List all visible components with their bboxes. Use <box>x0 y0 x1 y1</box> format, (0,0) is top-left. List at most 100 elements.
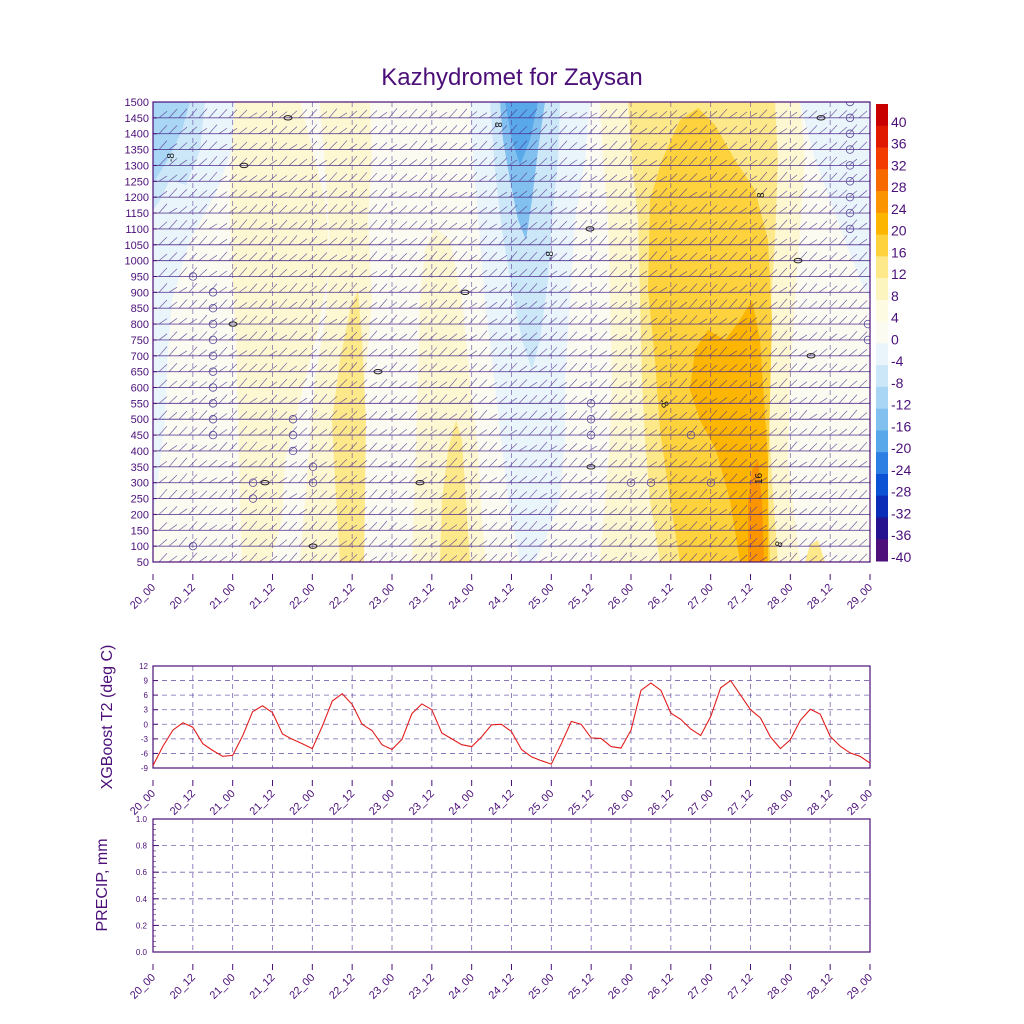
wind-barb <box>278 490 288 499</box>
wind-barb <box>338 397 348 404</box>
wind-barb <box>298 537 308 547</box>
wind-barb <box>618 155 628 166</box>
wind-barb <box>288 222 298 230</box>
wind-barb <box>758 442 768 452</box>
wind-barb <box>638 142 648 150</box>
wind-barb <box>228 267 238 277</box>
wind-barb <box>798 475 808 483</box>
wind-barb <box>818 171 828 182</box>
wind-barb <box>858 553 868 562</box>
wind-barb <box>778 171 788 182</box>
wind-barb <box>528 382 538 388</box>
wind-barb <box>808 364 818 372</box>
wind-barb <box>628 188 638 198</box>
wind-barb <box>808 413 818 420</box>
wind-barb <box>858 349 868 357</box>
wind-barb <box>628 267 638 277</box>
wind-barb <box>158 539 168 547</box>
wind-barb <box>288 504 298 515</box>
wind-barb <box>448 267 458 277</box>
wind-barb <box>248 441 258 452</box>
wind-barb <box>528 346 538 357</box>
wind-barb <box>538 426 548 436</box>
wind-barb <box>548 108 558 119</box>
wind-barb <box>569 102 570 103</box>
wind-barb <box>828 237 838 246</box>
wind-barb <box>578 143 588 150</box>
wind-barb <box>638 457 648 468</box>
wind-barb <box>168 125 178 134</box>
wind-barb <box>668 205 678 214</box>
wind-barb <box>748 364 758 372</box>
wind-barb <box>268 364 278 372</box>
wind-barb <box>628 204 638 214</box>
wind-barb <box>329 102 330 103</box>
wind-barb <box>718 299 728 309</box>
wind-barb <box>568 395 578 404</box>
wind-barb <box>708 508 718 515</box>
wind-barb <box>588 379 598 388</box>
contour-ellipse <box>239 162 249 169</box>
wind-barb <box>348 282 358 293</box>
x-tick-label: 21_12 <box>248 972 278 1002</box>
wind-barb <box>758 394 768 404</box>
wind-barb <box>839 102 840 103</box>
wind-barb <box>528 489 538 499</box>
wind-barb <box>508 379 518 388</box>
wind-barb <box>498 537 508 547</box>
wind-barb <box>248 537 258 547</box>
wind-barb <box>638 315 648 325</box>
wind-barb <box>478 330 488 341</box>
wind-barb <box>368 536 378 547</box>
wind-barb <box>728 473 738 483</box>
wind-barb <box>468 473 478 483</box>
wind-barb <box>358 171 368 182</box>
wind-barb <box>798 221 808 230</box>
wind-barb <box>649 102 650 103</box>
wind-barb <box>398 506 408 515</box>
wind-barb <box>208 491 218 499</box>
wind-barb <box>648 238 658 246</box>
wind-barb <box>338 112 348 119</box>
x-tick-label: 21_00 <box>208 582 238 612</box>
wind-barb <box>638 556 648 562</box>
contour-label: 8 <box>492 122 503 128</box>
wind-barb <box>418 205 428 214</box>
wind-barb <box>508 333 518 341</box>
wind-barb <box>608 508 618 515</box>
wind-barb <box>468 506 478 515</box>
wind-barb <box>648 333 658 341</box>
wind-barb <box>658 156 668 166</box>
x-tick-label: 29_00 <box>845 582 875 612</box>
wind-barb <box>178 173 188 182</box>
wind-barb <box>608 174 618 182</box>
wind-barb <box>178 235 188 245</box>
wind-barb <box>578 410 588 420</box>
wind-barb <box>778 206 788 214</box>
wind-barb <box>268 458 278 468</box>
wind-barb <box>848 253 858 261</box>
wind-barb <box>378 365 388 372</box>
wind-barb <box>498 235 508 245</box>
wind-barb <box>338 173 348 182</box>
wind-barb <box>248 412 258 420</box>
wind-barb <box>658 315 668 325</box>
wind-barb <box>209 102 210 103</box>
y-tick-label: 850 <box>131 303 149 315</box>
wind-barb <box>608 156 618 166</box>
wind-barb <box>538 458 548 468</box>
wind-barb <box>608 363 618 372</box>
wind-barb <box>328 552 338 562</box>
wind-barb <box>688 283 698 293</box>
x-tick-label: 23_00 <box>367 582 397 612</box>
contour-ellipse <box>460 289 470 296</box>
wind-barb <box>278 191 288 198</box>
wind-barb <box>188 411 198 420</box>
wind-barb <box>298 203 308 214</box>
x-tick-label: 20_12 <box>168 972 198 1002</box>
wind-barb <box>218 524 228 531</box>
wind-barb <box>418 552 428 562</box>
calm-circle <box>188 541 198 551</box>
wind-barb <box>558 507 568 515</box>
wind-barb <box>348 397 358 404</box>
